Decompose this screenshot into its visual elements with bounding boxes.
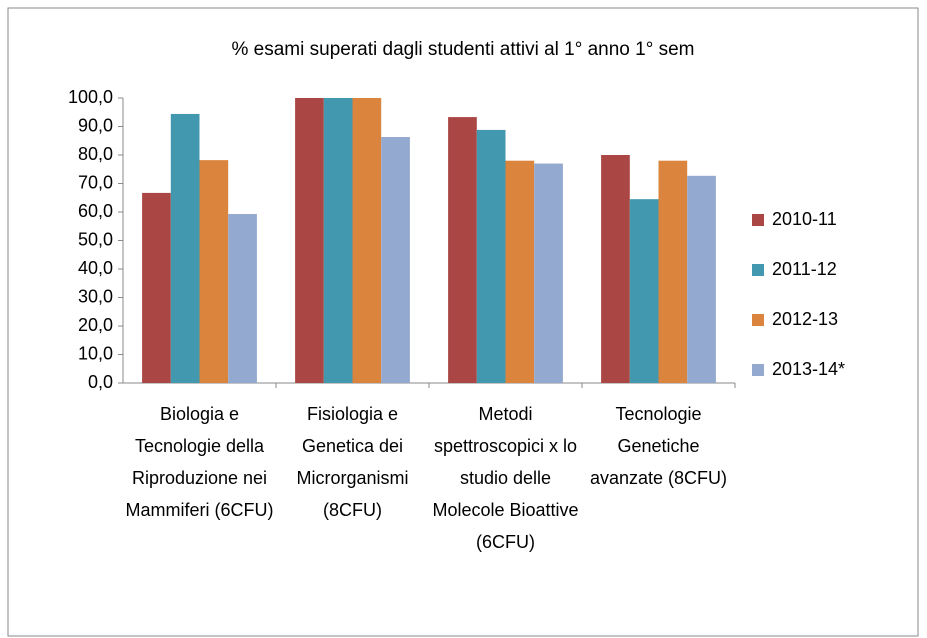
y-tick-label: 60,0	[78, 201, 113, 221]
y-tick-label: 20,0	[78, 315, 113, 335]
y-tick-label: 10,0	[78, 343, 113, 363]
bar	[199, 160, 229, 383]
y-tick-label: 80,0	[78, 144, 113, 164]
x-tick-label: Biologia e Tecnologie della Riproduzione…	[125, 404, 274, 520]
y-tick-label: 70,0	[78, 172, 113, 192]
y-tick-label: 50,0	[78, 229, 113, 249]
y-tick-label: 30,0	[78, 286, 113, 306]
bar	[534, 163, 563, 383]
bar	[381, 137, 410, 383]
x-tick-label: Tecnologie Genetiche avanzate (8CFU)	[589, 404, 728, 488]
bar	[601, 155, 630, 383]
bar	[352, 98, 382, 383]
legend-swatch	[752, 364, 764, 376]
y-tick-label: 100,0	[68, 87, 113, 107]
bar	[228, 213, 257, 383]
bar	[476, 129, 506, 383]
chart-title: % esami superati dagli studenti attivi a…	[232, 39, 695, 60]
legend-label: 2012-13	[772, 309, 838, 329]
legend-swatch	[752, 214, 764, 226]
bar	[629, 199, 659, 383]
bar	[323, 98, 353, 383]
legend-label: 2010-11	[772, 209, 837, 229]
bar	[170, 113, 200, 384]
bar	[505, 160, 535, 383]
y-tick-label: 40,0	[78, 258, 113, 278]
legend-label: 2011-12	[772, 259, 837, 279]
bar	[295, 98, 324, 383]
bar	[142, 192, 171, 383]
legend-label: 2013-14*	[772, 359, 845, 379]
x-tick-label: Fisiologia e Genetica dei Microrganismi …	[296, 404, 409, 520]
bar	[687, 175, 716, 383]
legend-swatch	[752, 314, 764, 326]
y-tick-label: 90,0	[78, 115, 113, 135]
bar	[448, 117, 477, 383]
legend-swatch	[752, 264, 764, 276]
y-tick-label: 0,0	[88, 372, 113, 392]
bar	[658, 160, 688, 383]
x-tick-label: Metodi spettroscopici x lo studio delle …	[432, 404, 579, 552]
